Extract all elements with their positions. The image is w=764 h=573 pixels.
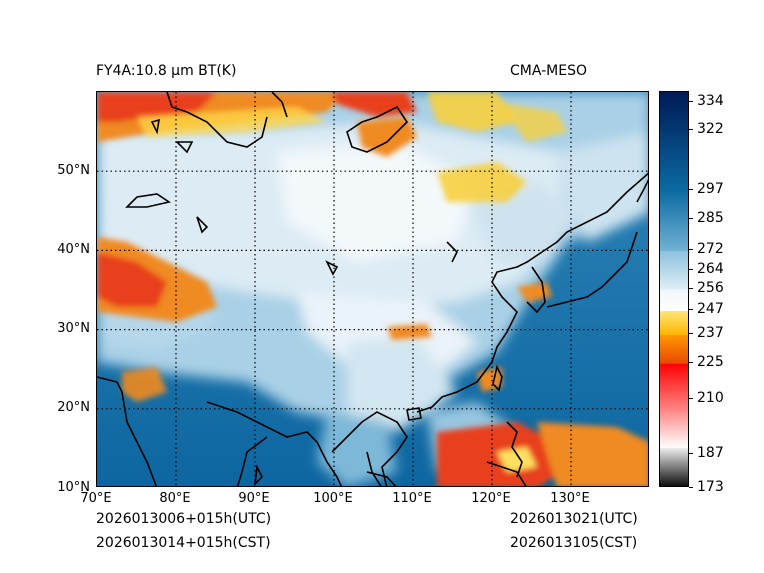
colorbar-tick-mark: [689, 269, 693, 270]
init-time-cst: 2026013014+015h(CST): [96, 535, 271, 551]
cold-cloud-tops: [97, 92, 648, 486]
colorbar-tick-mark: [689, 487, 693, 488]
colorbar-tick-mark: [689, 333, 693, 334]
colorbar-tick-label: 187: [697, 445, 724, 462]
colorbar-tick-label: 173: [697, 479, 724, 495]
colorbar-segment: [660, 447, 688, 486]
colorbar-tick-label: 247: [697, 301, 724, 318]
colorbar-segment: [660, 310, 688, 335]
map-title: FY4A:10.8 µm BT(K): [96, 63, 237, 79]
colorbar-tick-mark: [689, 362, 693, 363]
colorbar: [659, 91, 689, 487]
colorbar-tick-mark: [689, 101, 693, 102]
colorbar-tick-label: 225: [697, 354, 724, 371]
colorbar-tick-mark: [689, 309, 693, 310]
valid-time-cst: 2026013105(CST): [510, 535, 638, 551]
colorbar-segment: [660, 411, 688, 448]
colorbar-tick-mark: [689, 189, 693, 190]
latitude-tick-label: 50°N: [57, 162, 90, 178]
colorbar-gradient: [660, 92, 688, 486]
longitude-tick-label: 90°E: [238, 491, 270, 506]
valid-time-utc: 2026013021(UTC): [510, 511, 638, 527]
colorbar-tick-label: 322: [697, 121, 724, 138]
colorbar-tick-mark: [689, 453, 693, 454]
colorbar-tick-label: 334: [697, 92, 724, 109]
colorbar-segment: [660, 363, 688, 412]
colorbar-segment: [660, 288, 688, 311]
init-time-utc: 2026013006+015h(UTC): [96, 511, 272, 527]
colorbar-tick-mark: [689, 288, 693, 289]
latitude-tick-label: 10°N: [57, 479, 90, 495]
colorbar-tick-label: 264: [697, 260, 724, 277]
colorbar-segment: [660, 190, 688, 251]
longitude-tick-label: 70°E: [80, 491, 112, 506]
longitude-tick-label: 120°E: [471, 491, 511, 506]
coastlines: [97, 92, 648, 486]
longitude-tick-label: 110°E: [392, 491, 432, 506]
latitude-tick-label: 40°N: [57, 241, 90, 257]
longitude-tick-label: 80°E: [159, 491, 191, 506]
colorbar-tick-label: 210: [697, 390, 724, 407]
colorbar-tick-mark: [689, 218, 693, 219]
colorbar-segment: [660, 334, 688, 364]
latitude-tick-label: 20°N: [57, 400, 90, 416]
colorbar-tick-label: 272: [697, 241, 724, 258]
satellite-map: [96, 91, 649, 487]
brightness-temperature-field: [97, 92, 648, 486]
colorbar-tick-mark: [689, 249, 693, 250]
longitude-tick-label: 100°E: [313, 491, 353, 506]
colorbar-segment: [660, 92, 688, 191]
graticule: [97, 92, 648, 486]
colorbar-tick-label: 237: [697, 325, 724, 342]
longitude-tick-label: 130°E: [550, 491, 590, 506]
colorbar-segment: [660, 250, 688, 290]
latitude-tick-label: 30°N: [57, 321, 90, 337]
model-name: CMA-MESO: [510, 63, 588, 79]
colorbar-tick-label: 256: [697, 279, 724, 296]
colorbar-tick-label: 297: [697, 181, 724, 198]
colorbar-tick-mark: [689, 129, 693, 130]
colorbar-tick-mark: [689, 398, 693, 399]
colorbar-tick-label: 285: [697, 210, 724, 227]
